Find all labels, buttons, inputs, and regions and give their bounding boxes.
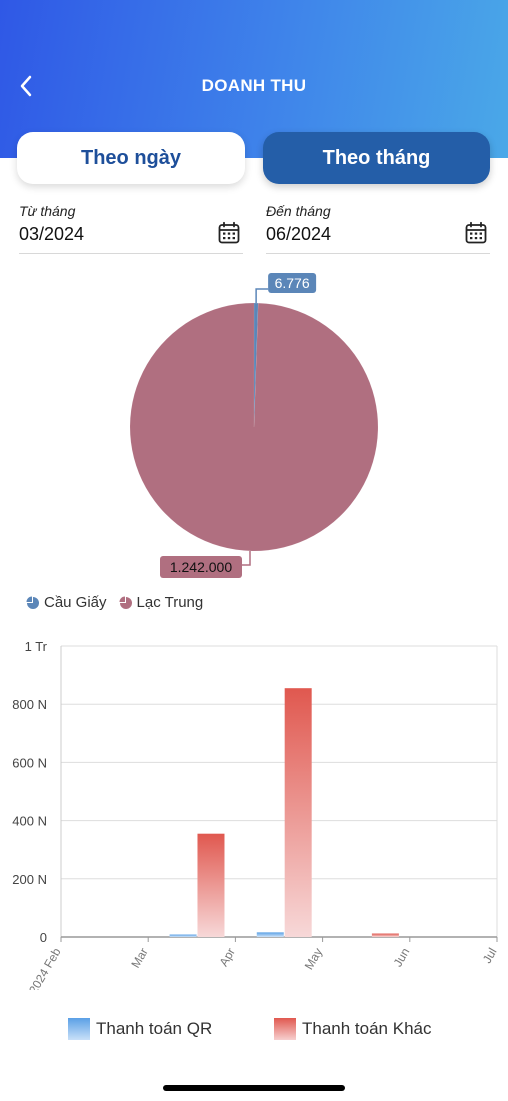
x-tick-label: May <box>302 946 325 973</box>
x-tick-label: Jun <box>391 946 413 970</box>
y-tick-label: 400 N <box>12 814 47 829</box>
pie-label-box-0 <box>268 273 317 294</box>
from-month-field[interactable]: Từ tháng 03/2024 <box>19 200 243 254</box>
y-tick-label: 0 <box>40 930 47 945</box>
x-tick-label: 2024 Feb <box>26 945 64 990</box>
pie-data-label-1: 1.242.000 <box>170 559 232 575</box>
legend-item-lac-trung[interactable]: Lạc Trung <box>119 594 204 611</box>
x-tick-label: Apr <box>217 946 238 969</box>
legend-label: Thanh toán Khác <box>302 1019 432 1038</box>
legend-item-other[interactable]: Thanh toán Khác <box>274 1018 431 1040</box>
y-tick-label: 1 Tr <box>25 639 48 654</box>
bar-other-apr[interactable] <box>284 688 312 937</box>
bar-chart: 0 200 N 400 N 600 N 800 N 1 Tr 2024 Feb Mar Apr M… <box>0 630 508 996</box>
from-month-value: 03/2024 <box>19 224 85 244</box>
legend-item-qr[interactable]: Thanh toán QR <box>68 1018 212 1040</box>
pie-data-label-0: 6.776 <box>275 275 310 291</box>
pie-leader-line-0 <box>255 288 269 304</box>
tab-theo-ngay[interactable]: Theo ngày <box>17 132 245 184</box>
bar-other-may[interactable] <box>371 933 399 937</box>
page-title: DOANH THU <box>201 76 307 95</box>
other-swatch <box>274 1018 296 1040</box>
legend-label: Thanh toán QR <box>96 1019 213 1038</box>
x-tick-label: Mar <box>128 946 150 971</box>
pie-slice-0[interactable] <box>253 302 259 428</box>
pie-legend: Cầu Giấy Lạc Trung <box>26 594 215 611</box>
bar-legend: Thanh toán QR Thanh toán Khác <box>0 1018 508 1046</box>
pie-slice-icon <box>26 596 39 609</box>
header: DOANH THU <box>0 0 508 158</box>
calendar-icon[interactable] <box>464 221 488 245</box>
pie-slice-1[interactable] <box>129 302 379 552</box>
y-tick-label: 600 N <box>12 755 47 770</box>
from-month-label: Từ tháng <box>19 203 76 219</box>
home-indicator <box>163 1085 345 1091</box>
calendar-icon[interactable] <box>217 221 241 245</box>
legend-label: Cầu Giấy <box>44 594 107 611</box>
x-tick-label: Jul <box>480 946 500 966</box>
chevron-left-icon <box>20 75 32 97</box>
pie-slice-icon <box>119 596 132 609</box>
y-tick-label: 800 N <box>12 697 47 712</box>
pie-leader-line-1 <box>240 551 251 566</box>
qr-swatch <box>68 1018 90 1040</box>
legend-item-cau-giay[interactable]: Cầu Giấy <box>26 594 107 611</box>
to-month-label: Đến tháng <box>266 203 331 219</box>
to-month-value: 06/2024 <box>266 224 332 244</box>
back-button[interactable] <box>12 72 40 100</box>
pie-chart: 6.776 1.242.000 <box>0 265 508 585</box>
pie-label-box-1 <box>160 556 242 578</box>
tab-theo-thang[interactable]: Theo tháng <box>263 132 490 184</box>
bar-qr-mar[interactable] <box>169 934 197 938</box>
to-month-field[interactable]: Đến tháng 06/2024 <box>266 200 490 254</box>
bar-other-mar[interactable] <box>197 833 225 937</box>
legend-label: Lạc Trung <box>136 594 204 611</box>
bar-qr-apr[interactable] <box>256 932 284 937</box>
y-tick-label: 200 N <box>12 872 47 887</box>
